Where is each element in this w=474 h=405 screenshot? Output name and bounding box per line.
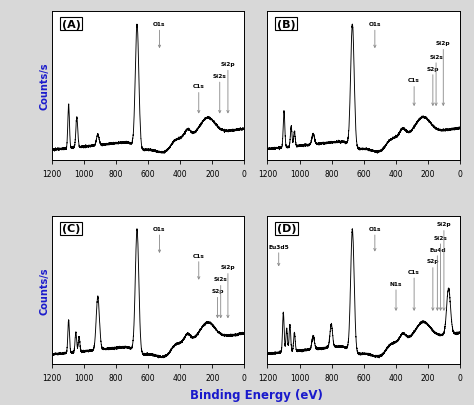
Text: O1s: O1s [369, 22, 381, 48]
Text: C1s: C1s [408, 78, 420, 106]
Text: Si2p: Si2p [220, 62, 235, 113]
Text: (C): (C) [62, 224, 80, 234]
Text: O1s: O1s [153, 22, 166, 48]
Y-axis label: Counts/s: Counts/s [39, 267, 49, 314]
Text: S2p: S2p [427, 259, 439, 310]
Text: C1s: C1s [408, 269, 420, 310]
Text: (B): (B) [277, 19, 296, 30]
Text: O1s: O1s [153, 226, 166, 253]
Text: Si2s: Si2s [429, 55, 443, 106]
Text: Binding Energy (eV): Binding Energy (eV) [190, 388, 322, 401]
Text: Si2p: Si2p [436, 41, 451, 106]
Text: C1s: C1s [193, 253, 205, 279]
Text: Eu4d: Eu4d [429, 247, 446, 310]
Text: S2p: S2p [211, 288, 224, 318]
Text: C1s: C1s [193, 84, 205, 113]
Text: Eu3d5: Eu3d5 [268, 244, 289, 266]
Text: O1s: O1s [369, 226, 381, 251]
Text: Si2p: Si2p [220, 265, 235, 318]
Text: (A): (A) [62, 19, 81, 30]
Text: N1s: N1s [390, 281, 402, 310]
Text: Si2s: Si2s [434, 235, 447, 310]
Text: (D): (D) [277, 224, 297, 234]
Y-axis label: Counts/s: Counts/s [39, 62, 49, 110]
Text: S2p: S2p [427, 66, 439, 106]
Text: Si2s: Si2s [213, 74, 227, 113]
Text: Si2p: Si2p [437, 222, 451, 310]
Text: Si2s: Si2s [214, 277, 228, 318]
